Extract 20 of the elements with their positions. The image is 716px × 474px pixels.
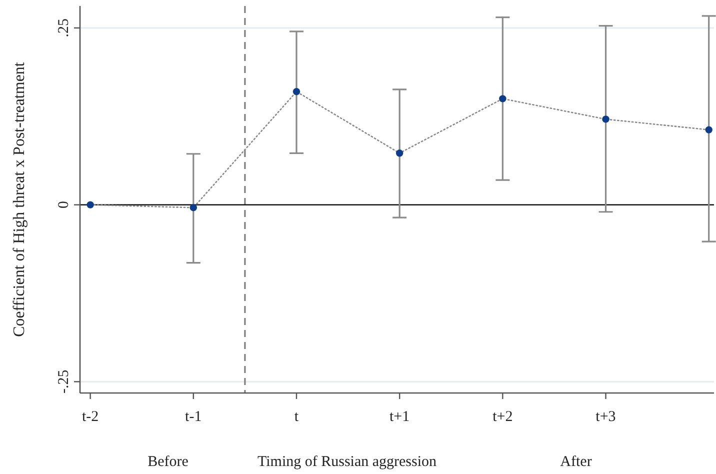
y-tick-label: 0 xyxy=(56,201,72,209)
point xyxy=(292,88,300,96)
x-tick-label: t xyxy=(294,409,300,425)
point xyxy=(602,116,610,123)
text: Before xyxy=(148,454,189,470)
point xyxy=(190,204,197,212)
point xyxy=(86,201,94,208)
y-tick-label: -.25 xyxy=(56,370,72,394)
x-tick-label: t-2 xyxy=(82,409,99,425)
y-axis-title: Coefficient of High threat x Post-treatment xyxy=(11,62,28,337)
x-tick-label: t+1 xyxy=(390,409,410,425)
point xyxy=(499,95,506,102)
text: Timing of Russian aggression xyxy=(257,454,438,470)
x-tick-label: t+3 xyxy=(596,409,616,425)
x-tick-label: t+2 xyxy=(492,409,513,425)
text: After xyxy=(560,454,592,470)
point xyxy=(396,150,404,157)
y-tick-label: .25 xyxy=(56,18,72,38)
x-tick-label: t-1 xyxy=(185,409,202,425)
point xyxy=(705,126,712,134)
